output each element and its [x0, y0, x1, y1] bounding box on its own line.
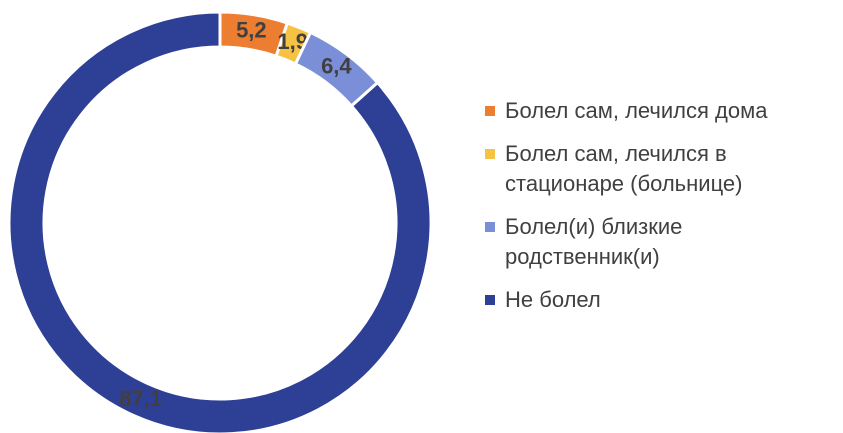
legend-swatch: [485, 106, 495, 116]
donut-slice: [7, 10, 433, 433]
legend-swatch: [485, 149, 495, 159]
legend-label: Болел(и) близкие родственник(и): [505, 214, 683, 269]
legend-item: Болел(и) близкие родственник(и): [485, 212, 837, 272]
legend-label: Болел сам, лечился в стационаре (больниц…: [505, 141, 743, 196]
legend-item: Болел сам, лечился дома: [485, 96, 837, 126]
legend-label: Болел сам, лечился дома: [505, 98, 768, 123]
data-label: 5,2: [236, 17, 267, 42]
legend-swatch: [485, 222, 495, 232]
data-label: 87,1: [119, 386, 162, 411]
legend-item: Болел сам, лечился в стационаре (больниц…: [485, 139, 837, 199]
legend: Болел сам, лечился дома Болел сам, лечилс…: [485, 96, 837, 328]
legend-item: Не болел: [485, 285, 837, 315]
data-label: 6,4: [321, 54, 352, 79]
legend-label: Не болел: [505, 287, 601, 312]
legend-swatch: [485, 295, 495, 305]
